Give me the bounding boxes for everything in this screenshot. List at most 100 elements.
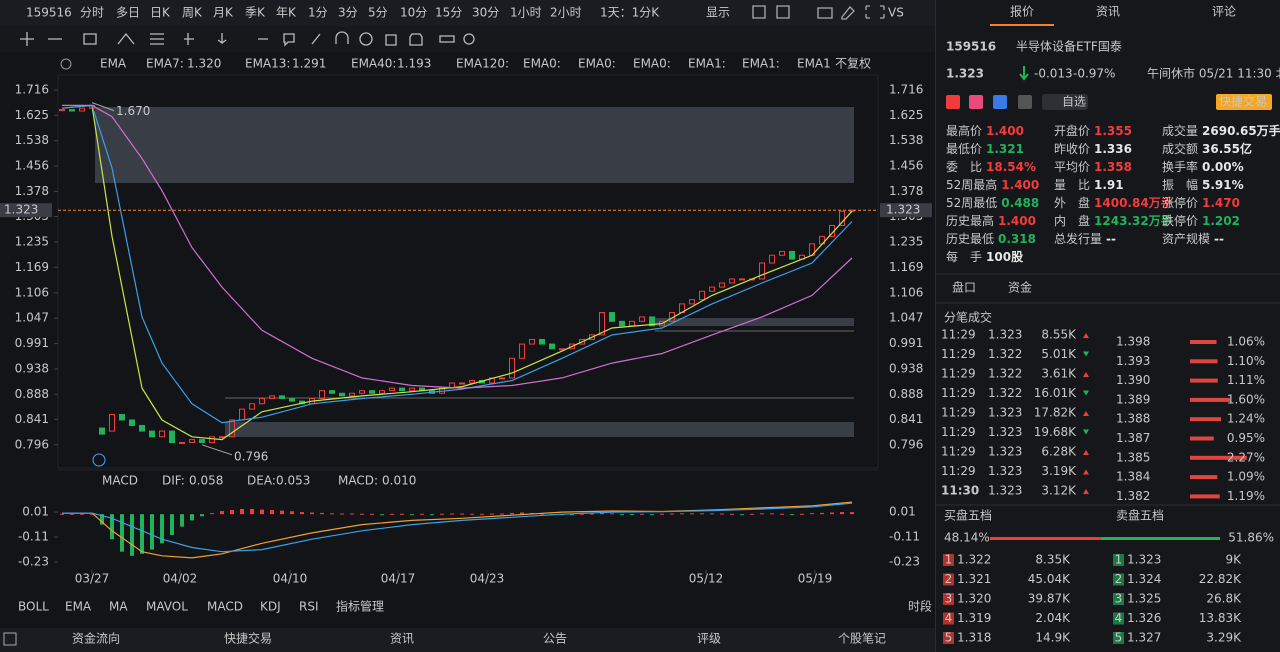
legend-inactive[interactable]: EMA1 [797, 57, 831, 71]
macd-bar [440, 513, 444, 515]
stat-value: 0.00% [1202, 160, 1244, 174]
trade-time: 11:29 [941, 347, 976, 361]
high-pointer [91, 102, 115, 112]
last-price-label: 1.323 [4, 203, 38, 217]
legend-value: 0.053 [276, 474, 310, 488]
indicator-tab[interactable]: RSI [299, 600, 319, 614]
period-tab[interactable]: 15分 [435, 6, 462, 20]
y-tick-label-right: -0.23 [889, 555, 920, 569]
legend-value: 0.058 [189, 474, 223, 488]
indicator-tab[interactable]: KDJ [260, 600, 281, 614]
view-icons[interactable] [752, 5, 885, 20]
panel-tab[interactable]: 评论 [1212, 5, 1236, 19]
high-label: 1.670 [116, 104, 150, 118]
ema-line [61, 104, 853, 441]
move-icon[interactable] [20, 32, 34, 46]
footer-icon[interactable] [3, 632, 17, 646]
period-button[interactable]: 时段 [908, 599, 932, 614]
period-tab[interactable]: 2小时 [550, 6, 582, 20]
period-tab[interactable]: 日K [150, 6, 171, 20]
panel-tab[interactable]: 报价 [1010, 4, 1034, 19]
candle [329, 390, 335, 394]
toolbar-icons [20, 31, 475, 47]
footer-tab[interactable]: 评级 [697, 632, 721, 646]
symbol[interactable]: 159516 [26, 6, 72, 20]
footer-tab[interactable]: 资讯 [390, 632, 414, 646]
macd-bar [400, 513, 404, 515]
period-tab[interactable]: 季K [245, 6, 266, 20]
legend-inactive[interactable]: EMA1: [688, 57, 726, 71]
trade-button[interactable] [1216, 94, 1272, 110]
macd-bar [410, 514, 414, 516]
macd-bar [160, 514, 164, 544]
stat-value: 1.400 [986, 124, 1024, 138]
tool-icons[interactable] [48, 31, 475, 47]
macd-line [62, 502, 853, 553]
period-tab[interactable]: 月K [213, 6, 234, 20]
indicator-tab[interactable]: BOLL [18, 600, 49, 614]
stat-value: 0.318 [998, 232, 1036, 246]
period-tab[interactable]: 3分 [338, 6, 358, 20]
legend-inactive[interactable]: EMA0: [633, 57, 671, 71]
period-tab[interactable]: 1天：1分K [600, 6, 660, 20]
dist-pct: 1.11% [1227, 373, 1265, 387]
y-tick-label: 1.456 [15, 158, 49, 172]
dist-pct: 1.24% [1227, 412, 1265, 426]
macd-bar [760, 513, 764, 515]
macd-bar [270, 510, 274, 515]
dist-pct: 0.95% [1227, 431, 1265, 445]
adjust-mode[interactable]: 不复权 [835, 57, 871, 71]
trade-time: 11:30 [941, 484, 979, 498]
period-tab[interactable]: 分时 [80, 6, 104, 20]
macd-bar [620, 514, 624, 516]
stat-label: 换手率 [1162, 159, 1198, 174]
trade-time: 11:29 [941, 464, 976, 478]
indicator-tab[interactable]: EMA [65, 600, 92, 614]
indicator-tab[interactable]: 指标管理 [336, 599, 384, 614]
stat-label: 开盘价 [1054, 123, 1090, 138]
legend-name[interactable]: EMA13: [245, 57, 290, 71]
indicator-tab[interactable]: MA [109, 600, 128, 614]
y-tick-label: 0.938 [15, 362, 49, 376]
legend-inactive[interactable]: EMA0: [578, 57, 616, 71]
settings-icon[interactable] [60, 58, 72, 70]
chart-frame [57, 74, 879, 469]
footer-tab[interactable]: 个股笔记 [838, 631, 886, 646]
legend-inactive[interactable]: EMA120: [456, 57, 509, 71]
legend-inactive[interactable]: EMA1: [742, 57, 780, 71]
stat-value: 1.400 [998, 214, 1036, 228]
y-tick-label-right: 0.01 [889, 505, 916, 519]
period-tab[interactable]: 10分 [400, 6, 427, 20]
period-tab[interactable]: 年K [276, 6, 297, 20]
period-tab[interactable]: 多日 [116, 6, 140, 20]
trade-arrow [1083, 372, 1089, 377]
sub-tab[interactable]: 资金 [1008, 280, 1032, 295]
period-tab[interactable]: 1分 [308, 6, 328, 20]
indicator-tab[interactable]: MACD [207, 600, 243, 614]
trade-time: 11:29 [941, 425, 976, 439]
watch-button[interactable] [1042, 94, 1088, 110]
period-tab[interactable]: 5分 [368, 6, 388, 20]
legend-name[interactable]: EMA7: [146, 57, 184, 71]
period-tab[interactable]: 1小时 [510, 6, 542, 20]
legend-inactive[interactable]: EMA0: [523, 57, 561, 71]
display-menu[interactable]: 显示 [706, 6, 730, 20]
footer-tab[interactable]: 公告 [543, 632, 567, 646]
trade-arrow [1083, 351, 1089, 357]
footer-bar [0, 628, 935, 652]
legend-name[interactable]: EMA40: [351, 57, 396, 71]
indicator-tab[interactable]: MAVOL [146, 600, 188, 614]
footer-tab[interactable]: 快捷交易 [224, 631, 272, 646]
sub-tab[interactable]: 盘口 [952, 280, 976, 295]
footer-tab[interactable]: 资金流向 [72, 631, 120, 646]
dist-bar [1190, 340, 1217, 344]
low-label: 0.796 [234, 449, 268, 463]
period-tab[interactable]: 周K [182, 6, 203, 20]
panel-tab[interactable]: 资讯 [1096, 5, 1120, 19]
macd-bar [680, 513, 684, 515]
stat-label: 外 盘 [1054, 195, 1090, 210]
change-pct: -0.97% [1073, 67, 1115, 81]
candle [169, 430, 175, 443]
vs-button[interactable]: VS [888, 6, 904, 20]
period-tab[interactable]: 30分 [472, 6, 499, 20]
